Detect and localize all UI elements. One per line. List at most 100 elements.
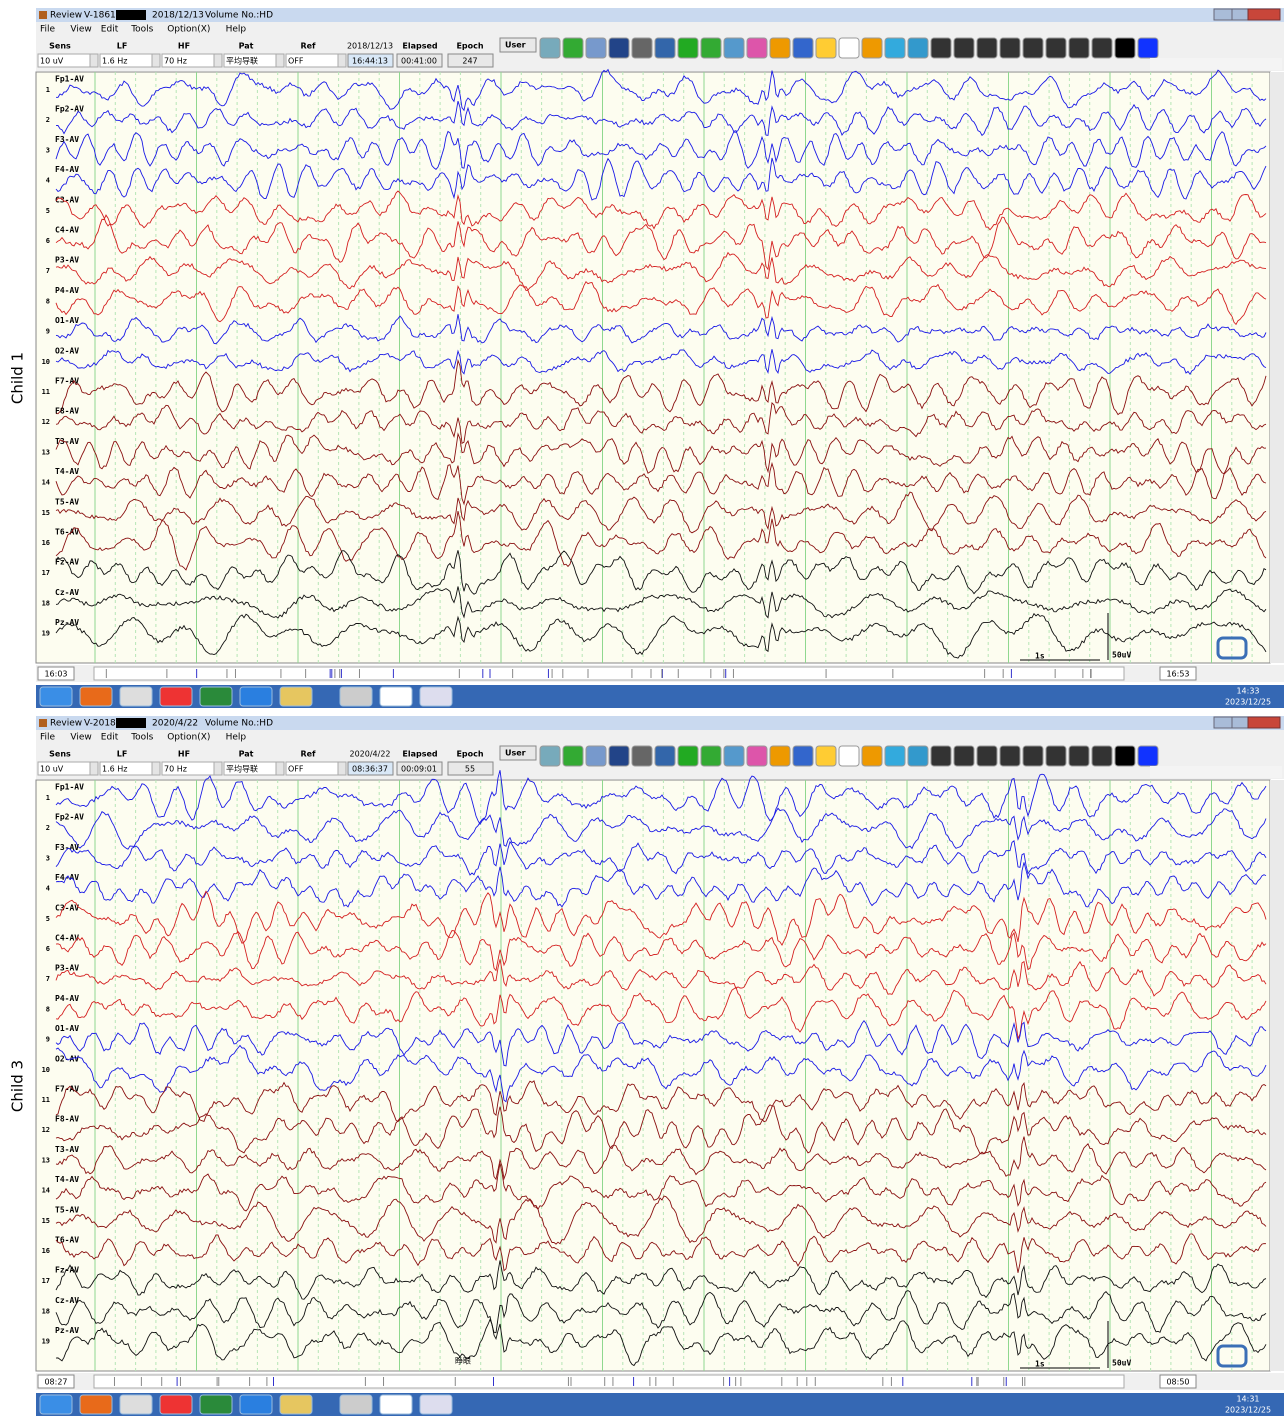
taskbar-icon[interactable] (119, 686, 153, 707)
taskbar-icon[interactable] (279, 1394, 313, 1415)
toolbar-button[interactable] (1091, 745, 1113, 767)
nav-track[interactable] (93, 1374, 1125, 1389)
taskbar-icon[interactable] (239, 686, 273, 707)
toolbar-button[interactable] (700, 37, 722, 59)
toolbar-button[interactable] (953, 745, 975, 767)
spinner[interactable] (89, 53, 99, 68)
menu-item[interactable]: Option(X) (167, 25, 210, 35)
toolbar-button[interactable] (723, 745, 745, 767)
taskbar-icon[interactable] (239, 1394, 273, 1415)
toolbar-button[interactable] (1091, 37, 1113, 59)
menu-item[interactable]: Help (226, 733, 247, 743)
toolbar-button[interactable] (631, 745, 653, 767)
taskbar-icon[interactable] (159, 686, 193, 707)
toolbar-button[interactable] (1022, 37, 1044, 59)
toolbar-button[interactable] (585, 37, 607, 59)
user-button[interactable] (499, 745, 537, 761)
toolbar-button[interactable] (1045, 37, 1067, 59)
toolbar-button[interactable] (723, 37, 745, 59)
taskbar-icon[interactable] (279, 686, 313, 707)
toolbar-button[interactable] (654, 37, 676, 59)
toolbar-button[interactable] (907, 37, 929, 59)
toolbar-button[interactable] (1045, 745, 1067, 767)
toolbar-button[interactable] (608, 37, 630, 59)
taskbar-icon[interactable] (339, 686, 373, 707)
window-min[interactable] (1213, 716, 1233, 729)
user-button[interactable] (499, 37, 537, 53)
menu-item[interactable]: View (70, 733, 91, 743)
toolbar-button[interactable] (1137, 745, 1159, 767)
toolbar-button[interactable] (1137, 37, 1159, 59)
toolbar-button[interactable] (930, 37, 952, 59)
spinner[interactable] (213, 53, 223, 68)
toolbar-button[interactable] (953, 37, 975, 59)
nav-track[interactable] (93, 666, 1125, 681)
menu-item[interactable]: Option(X) (167, 733, 210, 743)
spinner[interactable] (151, 761, 161, 776)
toolbar-button[interactable] (907, 745, 929, 767)
toolbar-button[interactable] (700, 745, 722, 767)
toolbar-button[interactable] (999, 745, 1021, 767)
spinner[interactable] (275, 761, 285, 776)
toolbar-button[interactable] (930, 745, 952, 767)
toolbar-button[interactable] (999, 37, 1021, 59)
window-close[interactable] (1247, 8, 1281, 21)
taskbar-icon[interactable] (199, 686, 233, 707)
toolbar-button[interactable] (1114, 745, 1136, 767)
toolbar-button[interactable] (976, 37, 998, 59)
toolbar-button[interactable] (838, 745, 860, 767)
toolbar-button[interactable] (792, 745, 814, 767)
spinner[interactable] (275, 53, 285, 68)
taskbar-icon[interactable] (379, 686, 413, 707)
toolbar-button[interactable] (1114, 37, 1136, 59)
menu-item[interactable]: Tools (130, 733, 153, 743)
taskbar-icon[interactable] (159, 1394, 193, 1415)
toolbar-button[interactable] (976, 745, 998, 767)
toolbar-button[interactable] (539, 745, 561, 767)
window-max[interactable] (1231, 716, 1249, 729)
taskbar-icon[interactable] (419, 686, 453, 707)
toolbar-button[interactable] (815, 37, 837, 59)
toolbar-button[interactable] (815, 745, 837, 767)
toolbar-button[interactable] (585, 745, 607, 767)
toolbar-button[interactable] (562, 745, 584, 767)
menu-item[interactable]: View (70, 25, 91, 35)
taskbar-icon[interactable] (119, 1394, 153, 1415)
window-min[interactable] (1213, 8, 1233, 21)
menu-item[interactable]: Tools (130, 25, 153, 35)
toolbar-button[interactable] (792, 37, 814, 59)
menu-item[interactable]: File (40, 25, 56, 35)
taskbar-icon[interactable] (79, 1394, 113, 1415)
toolbar-button[interactable] (562, 37, 584, 59)
toolbar-button[interactable] (654, 745, 676, 767)
toolbar-button[interactable] (608, 745, 630, 767)
taskbar-icon[interactable] (39, 1394, 73, 1415)
spinner[interactable] (337, 53, 347, 68)
window-max[interactable] (1231, 8, 1249, 21)
menu-item[interactable]: Edit (101, 25, 119, 35)
taskbar-icon[interactable] (39, 686, 73, 707)
toolbar-button[interactable] (1068, 745, 1090, 767)
toolbar-button[interactable] (861, 37, 883, 59)
toolbar-button[interactable] (677, 745, 699, 767)
menu-item[interactable]: Help (226, 25, 247, 35)
toolbar-button[interactable] (539, 37, 561, 59)
taskbar-icon[interactable] (419, 1394, 453, 1415)
toolbar-button[interactable] (1022, 745, 1044, 767)
toolbar-button[interactable] (746, 37, 768, 59)
toolbar-button[interactable] (884, 745, 906, 767)
taskbar-icon[interactable] (339, 1394, 373, 1415)
taskbar-icon[interactable] (79, 686, 113, 707)
taskbar-icon[interactable] (199, 1394, 233, 1415)
toolbar-button[interactable] (884, 37, 906, 59)
taskbar-icon[interactable] (379, 1394, 413, 1415)
spinner[interactable] (213, 761, 223, 776)
toolbar-button[interactable] (838, 37, 860, 59)
toolbar-button[interactable] (769, 745, 791, 767)
window-close[interactable] (1247, 716, 1281, 729)
toolbar-button[interactable] (769, 37, 791, 59)
toolbar-button[interactable] (861, 745, 883, 767)
toolbar-button[interactable] (631, 37, 653, 59)
spinner[interactable] (337, 761, 347, 776)
spinner[interactable] (151, 53, 161, 68)
